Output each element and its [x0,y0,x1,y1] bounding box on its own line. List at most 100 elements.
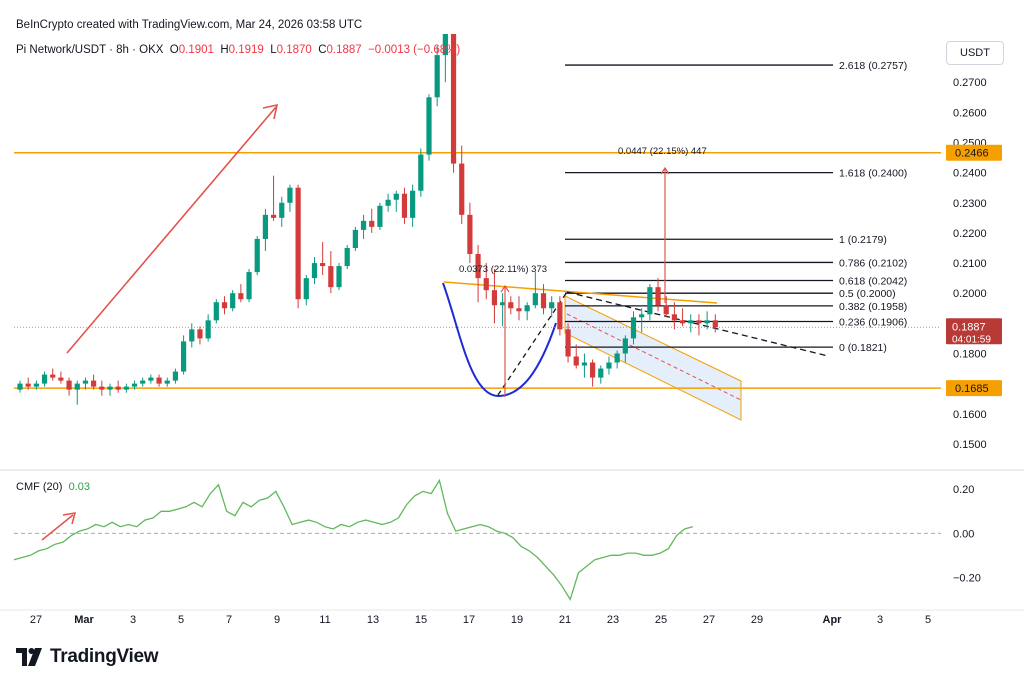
candle-body [549,302,555,309]
candle-body [328,266,334,288]
time-axis-tick: 27 [30,614,42,626]
candle-body [197,329,203,339]
candle-body [622,338,628,354]
currency-selector[interactable]: USDT [946,41,1004,65]
cmf-axis-tick: 0.00 [953,528,974,540]
candle-body [336,266,342,288]
time-axis-tick: 15 [415,614,427,626]
candle-body [205,320,211,339]
candle-body [369,220,375,227]
price-axis-tick: 0.2600 [953,107,987,119]
candle-body [262,214,268,239]
symbol-ohlc-legend: Pi Network/USDT · 8h · OKX O0.1901 H0.19… [16,44,460,56]
ohlc-high-value: 0.1919 [228,44,264,56]
last-price-text: 0.1887 [952,321,986,333]
breakout-path-down [566,291,829,357]
candle-body [500,302,506,306]
price-axis-tick: 0.1500 [953,439,987,451]
time-axis-tick: 9 [274,614,280,626]
candle-body [410,190,416,218]
tradingview-logo-icon [16,648,42,666]
price-axis-tick: 0.2000 [953,288,987,300]
ohlc-open-value: 0.1901 [178,44,214,56]
candle-body [254,238,260,273]
candle-body [401,193,408,218]
candle-body [238,293,244,300]
candle-body [303,278,309,300]
level-price-text: 0.2466 [955,148,989,160]
candle-body [475,254,481,279]
time-axis-tick: 21 [559,614,571,626]
candle-body [352,229,358,248]
candle-body [246,272,252,300]
cmf-axis-tick: 0.20 [953,484,974,496]
candle-body [279,202,285,218]
candle-body [295,187,301,300]
candle-body [532,293,538,306]
candle-body [614,353,620,363]
candle-body [99,386,105,390]
price-axis-tick: 0.2100 [953,258,987,270]
time-axis-tick: Apr [823,614,843,626]
candle-body [639,314,645,318]
ohlc-open-label: O [169,44,179,56]
time-axis-tick: 5 [178,614,184,626]
candle-body [573,356,579,366]
time-axis-tick: 29 [751,614,763,626]
fib-label: 0.236 (0.1906) [839,317,907,329]
candle-body [663,305,669,315]
candle-body [606,362,612,369]
cup-curve [442,282,557,398]
candle-body [712,320,718,328]
candle-body [598,368,604,378]
candle-body [696,320,702,324]
candle-body [181,341,187,372]
candle-body [123,386,129,390]
candle-body [66,380,72,390]
fib-label: 1 (0.2179) [839,234,887,246]
candle-body [385,199,391,206]
candle-body [107,386,113,390]
candle-body [74,383,80,390]
last-price-badge [946,318,1002,345]
time-axis-tick: 23 [607,614,619,626]
candle-body [647,287,653,315]
price-axis-tick: 0.2300 [953,198,987,210]
candle-body [565,329,571,357]
candle-body [189,329,195,342]
price-change: −0.0013 (−0.68%) [368,44,461,56]
candle-body [508,302,514,309]
candle-body [82,380,89,384]
price-plot-area [14,34,941,421]
symbol-title: Pi Network/USDT · 8h · OKX [16,44,164,56]
candle-body [459,163,465,215]
ohlc-close-label: C [318,44,327,56]
breakout-path-up [497,291,568,396]
candle-body [17,383,23,390]
candle-body [287,187,293,203]
time-axis-tick: 17 [463,614,475,626]
candle-body [164,380,170,384]
candle-body [50,374,56,378]
measure-arrow-cup-head [500,284,510,293]
ohlc-low-value: 0.1870 [276,44,312,56]
ohlc-low-label: L [270,44,277,56]
measurement-label: 0.0447 (22.15%) 447 [618,146,707,157]
tradingview-brand[interactable]: TradingView [16,646,159,668]
cmf-plot-area [13,478,941,601]
cmf-legend: CMF (20) 0.03 [16,481,90,493]
candle-body [557,302,563,330]
candle-body [311,263,318,279]
price-axis-tick: 0.2400 [953,168,987,180]
price-axis-tick: 0.1800 [953,348,987,360]
neckline [443,281,718,304]
candle-body [671,314,677,321]
candle-body [140,380,146,384]
price-axis-tick: 0.2200 [953,228,987,240]
candle-body [704,320,710,324]
uptrend-arrow-head [262,103,279,120]
candle-body [434,55,440,98]
fib-label: 0 (0.1821) [839,342,887,354]
candle-body [483,278,489,291]
